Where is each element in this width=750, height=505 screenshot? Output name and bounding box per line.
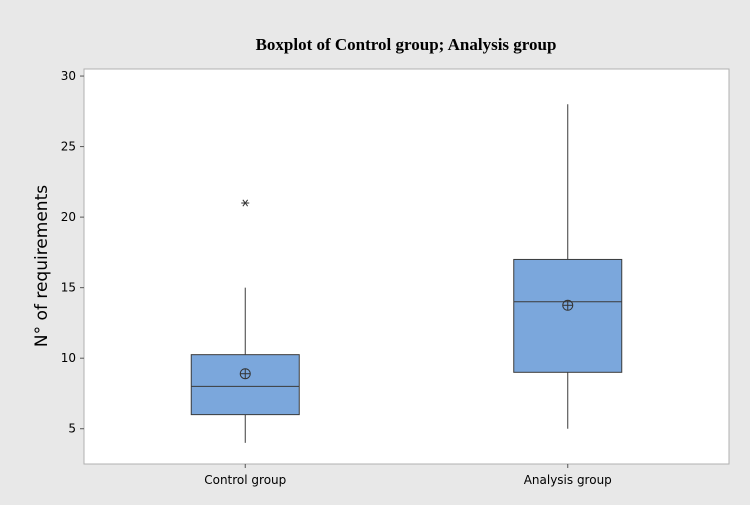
y-tick-label: 5	[68, 422, 76, 436]
box-group	[190, 199, 300, 443]
y-axis: 5 10 15 20 25 30	[61, 69, 84, 436]
box-group	[513, 104, 623, 429]
plot-area	[83, 68, 730, 465]
y-tick-label: 25	[61, 140, 76, 154]
y-tick-label: 30	[61, 69, 76, 83]
outlier-point	[241, 199, 250, 207]
iqr-box	[190, 354, 300, 416]
chart-title: Boxplot of Control group; Analysis group	[256, 35, 557, 54]
y-tick-label: 20	[61, 210, 76, 224]
x-tick-label: Analysis group	[524, 473, 612, 487]
y-axis-label: N° of requirements	[32, 185, 52, 347]
outlier-stroke	[242, 199, 249, 207]
y-tick-label: 15	[61, 281, 76, 295]
x-tick-label: Control group	[204, 473, 286, 487]
x-axis: Control group Analysis group	[204, 464, 612, 487]
box-series	[190, 104, 623, 443]
y-tick-label: 10	[61, 351, 76, 365]
iqr-box	[513, 258, 623, 373]
